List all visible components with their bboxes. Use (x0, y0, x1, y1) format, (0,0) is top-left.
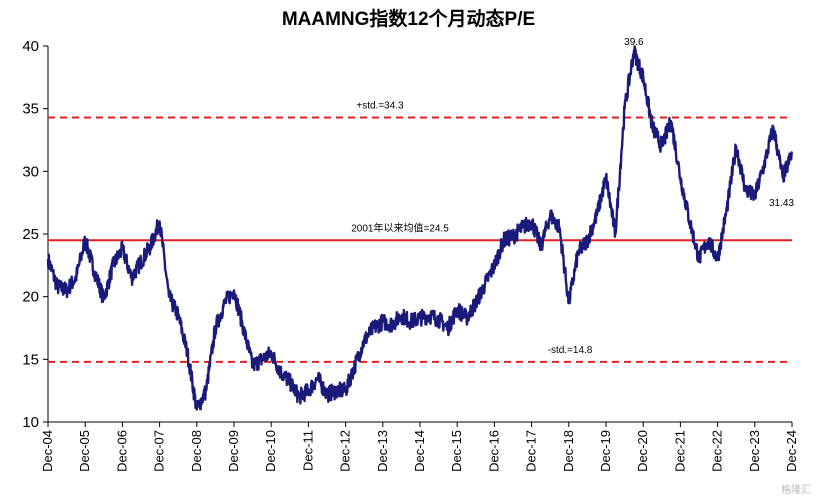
x-tick-label: Dec-12 (338, 430, 353, 472)
x-tick-label: Dec-05 (77, 430, 92, 472)
pe-series-line (46, 45, 794, 411)
y-tick-label: 30 (22, 163, 39, 180)
y-axis: 10 15 20 25 30 35 40 (22, 38, 49, 431)
x-tick-label: Dec-14 (412, 430, 427, 472)
x-tick-label: Dec-07 (152, 430, 167, 472)
reference-line-label: 2001年以来均值=24.5 (351, 221, 449, 234)
x-tick-label: Dec-20 (635, 430, 650, 472)
x-axis: Dec-04 Dec-05 Dec-06 Dec-07 Dec-08 Dec-09 Dec-… (40, 421, 799, 472)
latest-value-annotation: 31.43 (769, 198, 794, 209)
chart-title: MAAMNG指数12个月动态P/E (281, 9, 536, 30)
x-tick-label: Dec-11 (300, 430, 315, 471)
x-tick-label: Dec-21 (672, 430, 687, 472)
x-tick-label: Dec-06 (114, 430, 129, 472)
y-tick-label: 10 (22, 414, 39, 431)
x-tick-label: Dec-23 (747, 430, 762, 472)
x-tick-label: Dec-09 (226, 430, 241, 472)
x-tick-label: Dec-18 (561, 430, 576, 472)
annotations: 39.6 31.43 (624, 37, 794, 209)
y-tick-label: 35 (22, 101, 39, 118)
x-tick-label: Dec-16 (486, 430, 501, 472)
x-tick-label: Dec-24 (784, 430, 799, 472)
x-tick-label: Dec-10 (263, 430, 278, 472)
x-tick-label: Dec-15 (449, 430, 464, 472)
peak-annotation: 39.6 (624, 37, 644, 48)
y-tick-label: 20 (22, 289, 39, 306)
x-tick-label: Dec-22 (710, 430, 725, 472)
y-tick-label: 25 (22, 226, 39, 243)
x-tick-label: Dec-08 (189, 430, 204, 472)
series-group (46, 45, 794, 411)
x-tick-label: Dec-19 (598, 430, 613, 472)
x-tick-label: Dec-17 (524, 430, 539, 472)
reference-line-label: +std.=34.3 (356, 100, 404, 111)
y-tick-label: 40 (22, 38, 39, 55)
watermark-logo: 格隆汇 (781, 485, 811, 496)
reference-lines: +std.=34.3 2001年以来均值=24.5 -std.=14.8 (48, 100, 792, 363)
x-tick-label: Dec-13 (375, 430, 390, 472)
reference-line-label: -std.=14.8 (548, 345, 593, 356)
x-tick-label: Dec-04 (40, 430, 55, 472)
y-tick-label: 15 (22, 351, 39, 368)
